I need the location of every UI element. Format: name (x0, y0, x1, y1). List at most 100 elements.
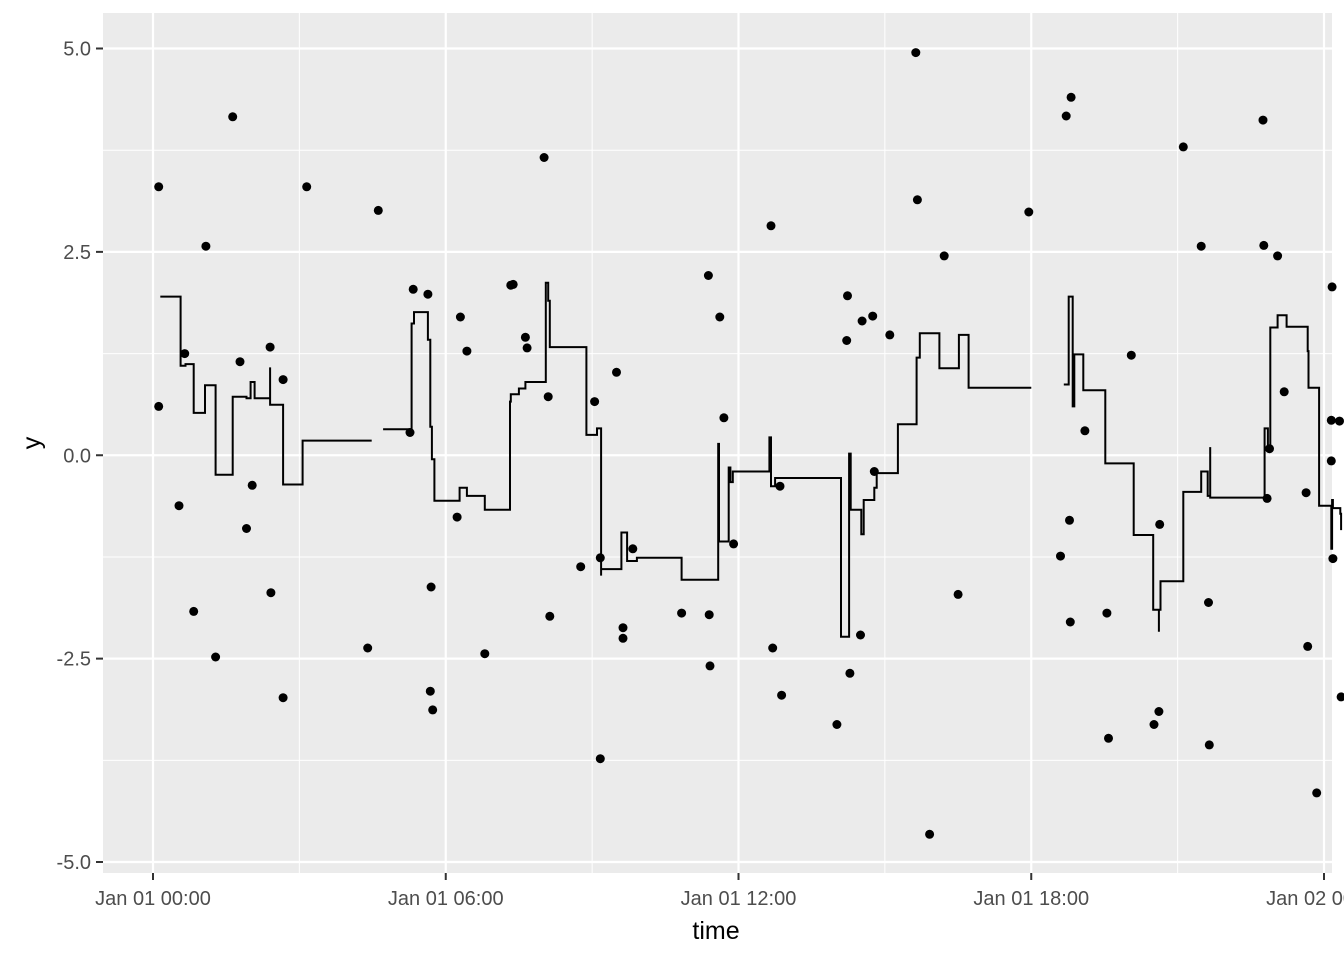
data-point (520, 332, 530, 342)
data-point (373, 205, 383, 215)
data-point (201, 241, 211, 251)
data-point (426, 582, 436, 592)
data-point (1066, 92, 1076, 102)
data-point (885, 330, 895, 340)
data-point (857, 316, 867, 326)
data-point (452, 512, 462, 522)
data-point (1265, 444, 1274, 454)
data-point (715, 312, 725, 322)
data-point (1262, 493, 1272, 503)
x-axis: Jan 01 00:00 Jan 01 06:00 Jan 01 12:00 Jan … (95, 873, 1344, 910)
data-point (545, 611, 555, 621)
data-point (590, 397, 600, 407)
y-axis: 5.0 2.5 0.0 -2.5 -5.0 (57, 39, 103, 874)
data-point (777, 690, 787, 700)
data-point (1056, 551, 1065, 561)
data-point (595, 553, 605, 563)
data-point (677, 608, 687, 618)
data-point (1259, 240, 1269, 250)
data-point (1328, 554, 1338, 564)
data-point (174, 501, 184, 511)
data-point (539, 153, 549, 162)
y-axis-title: y (18, 436, 46, 449)
data-point (247, 480, 257, 490)
data-point (869, 467, 879, 476)
data-point (1258, 115, 1268, 125)
data-point (154, 401, 164, 411)
data-point (1126, 350, 1136, 360)
data-point (843, 291, 852, 301)
data-point (228, 112, 238, 122)
data-point (1336, 692, 1344, 702)
data-point (911, 48, 921, 58)
data-point (1204, 598, 1213, 607)
data-point (768, 643, 778, 653)
data-point (1154, 707, 1164, 716)
x-tick-label: Jan 01 18:00 (973, 888, 1089, 910)
data-point (953, 589, 963, 599)
data-point (455, 312, 465, 322)
x-tick-label: Jan 01 00:00 (95, 888, 211, 910)
data-point (1065, 617, 1075, 627)
data-point (1279, 387, 1289, 397)
data-point (1104, 733, 1113, 743)
y-tick-label: 0.0 (63, 445, 91, 467)
y-tick-label: 2.5 (63, 242, 91, 264)
data-point (278, 375, 288, 385)
data-point (1155, 519, 1165, 529)
data-point (939, 251, 949, 261)
y-tick-label: 5.0 (63, 39, 91, 61)
data-point (1178, 142, 1188, 152)
data-point (363, 643, 373, 653)
data-point (480, 649, 490, 659)
data-point (595, 754, 605, 764)
data-point (428, 705, 438, 715)
data-point (1273, 251, 1283, 261)
data-point (1204, 740, 1214, 750)
data-point (832, 720, 842, 729)
data-point (266, 588, 276, 598)
data-point (265, 342, 275, 352)
data-point (1149, 720, 1159, 729)
data-point (576, 562, 586, 572)
data-point (925, 829, 935, 839)
data-point (705, 661, 715, 671)
data-point (704, 610, 714, 620)
data-point (235, 357, 245, 367)
data-point (1327, 282, 1337, 292)
point-layer (154, 48, 1344, 839)
data-point (1301, 488, 1311, 498)
step-line-segment (1063, 295, 1343, 632)
data-point (543, 392, 553, 402)
data-point (912, 195, 922, 205)
y-tick-label: -2.5 (57, 649, 91, 671)
data-point (1102, 608, 1112, 618)
data-point (628, 544, 638, 554)
data-point (729, 539, 739, 549)
data-point (180, 349, 190, 359)
gridlines (103, 13, 1332, 873)
data-point (703, 271, 713, 280)
step-line-layer (160, 281, 1343, 638)
data-point (1303, 641, 1313, 651)
data-point (1196, 241, 1206, 251)
data-point (1061, 111, 1071, 121)
data-point (1065, 515, 1074, 525)
data-point (868, 311, 878, 321)
data-point (508, 279, 518, 289)
data-point (302, 182, 312, 192)
data-point (856, 630, 865, 640)
data-point (405, 428, 415, 437)
data-point (154, 182, 164, 192)
data-point (1080, 426, 1090, 436)
data-point (242, 524, 251, 533)
x-tick-label: Jan 02 00:00 (1266, 888, 1344, 910)
data-point (1326, 456, 1336, 466)
x-tick-label: Jan 01 12:00 (681, 888, 797, 910)
data-point (1024, 207, 1034, 217)
data-point (612, 367, 621, 377)
data-point (462, 346, 472, 356)
data-point (719, 413, 729, 423)
data-point (618, 633, 628, 643)
